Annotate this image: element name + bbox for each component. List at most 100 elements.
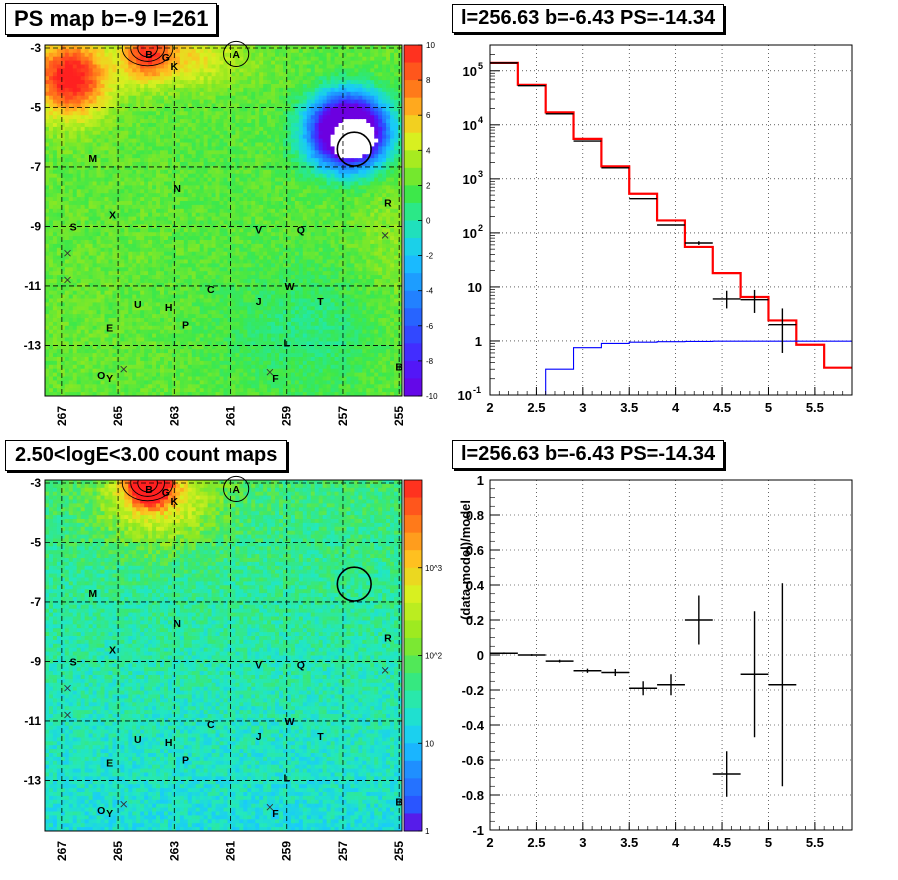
heatmap-cell xyxy=(179,368,185,374)
heatmap-cell xyxy=(235,158,240,163)
heatmap-cell xyxy=(211,165,217,171)
heatmap-cell xyxy=(152,84,157,89)
heatmap-cell xyxy=(187,353,193,358)
heatmap-cell xyxy=(191,271,197,276)
heatmap-cell xyxy=(76,368,82,374)
heatmap-cell xyxy=(48,119,54,124)
heatmap-cell xyxy=(191,64,197,69)
heatmap-cell xyxy=(175,123,181,128)
heatmap-cell xyxy=(203,345,209,350)
heatmap-cell xyxy=(76,91,82,97)
heatmap-cell xyxy=(219,115,225,120)
heatmap-cell xyxy=(112,392,117,396)
heatmap-cell xyxy=(116,84,121,89)
heatmap-cell xyxy=(84,134,90,140)
heatmap-cell xyxy=(45,208,50,214)
heatmap-cell xyxy=(223,68,229,73)
heatmap-cell xyxy=(45,357,50,362)
heatmap-cell xyxy=(227,68,233,73)
heatmap-cell xyxy=(136,84,141,89)
heatmap-cell xyxy=(164,251,169,257)
heatmap-cell xyxy=(175,56,181,62)
heatmap-cell xyxy=(144,87,149,93)
heatmap-cell xyxy=(251,56,256,62)
heatmap-cell xyxy=(160,259,165,264)
heatmap-cell xyxy=(60,197,66,202)
heatmap-cell xyxy=(112,360,117,366)
heatmap-cell xyxy=(160,353,165,358)
heatmap-cell xyxy=(104,64,110,69)
heatmap-cell xyxy=(175,87,181,93)
heatmap-cell xyxy=(112,119,117,124)
heatmap-cell xyxy=(211,243,217,249)
heatmap-cell xyxy=(100,115,106,120)
heatmap-cell xyxy=(183,142,189,147)
heatmap-cell xyxy=(140,243,145,249)
heatmap-cell xyxy=(227,368,233,374)
heatmap-cell xyxy=(211,259,217,264)
heatmap-cell xyxy=(140,263,145,268)
heatmap-cell xyxy=(76,119,82,124)
heatmap-cell xyxy=(251,158,256,163)
heatmap-cell xyxy=(179,150,185,155)
heatmap-cell xyxy=(116,169,121,175)
heatmap-cell xyxy=(124,388,129,393)
heatmap-cell xyxy=(80,318,86,323)
heatmap-cell xyxy=(120,204,125,210)
heatmap-cell xyxy=(76,107,82,112)
heatmap-cell xyxy=(175,271,181,276)
heatmap-cell xyxy=(239,87,244,93)
heatmap-cell xyxy=(259,177,264,183)
heatmap-cell xyxy=(191,165,197,171)
heatmap-cell xyxy=(263,173,268,179)
heatmap-cell xyxy=(259,325,264,331)
heatmap-cell xyxy=(45,138,50,144)
heatmap-cell xyxy=(199,107,205,112)
heatmap-cell xyxy=(56,216,62,222)
heatmap-cell xyxy=(239,333,244,339)
heatmap-cell xyxy=(199,310,205,315)
heatmap-cell xyxy=(60,103,66,108)
heatmap-cell xyxy=(223,228,229,233)
heatmap-cell xyxy=(88,115,94,120)
heatmap-cell xyxy=(183,251,189,257)
heatmap-cell xyxy=(219,349,225,354)
heatmap-cell xyxy=(92,392,98,396)
heatmap-cell xyxy=(164,243,169,249)
heatmap-cell xyxy=(72,216,78,222)
heatmap-cell xyxy=(80,197,86,202)
heatmap-cell xyxy=(68,91,74,97)
heatmap-cell xyxy=(152,302,157,307)
heatmap-cell xyxy=(179,45,185,50)
heatmap-cell xyxy=(171,329,177,335)
heatmap-cell xyxy=(235,72,240,77)
heatmap-cell xyxy=(187,314,193,319)
heatmap-cell xyxy=(231,76,236,81)
heatmap-cell xyxy=(175,368,181,374)
heatmap-cell xyxy=(227,318,233,323)
heatmap-cell xyxy=(92,142,98,147)
heatmap-cell xyxy=(164,72,169,77)
heatmap-cell xyxy=(152,345,157,350)
heatmap-cell xyxy=(183,134,189,140)
heatmap-cell xyxy=(211,368,217,374)
heatmap-cell xyxy=(60,204,66,210)
heatmap-cell xyxy=(243,357,248,362)
heatmap-cell xyxy=(100,243,106,249)
heatmap-cell xyxy=(104,197,110,202)
heatmap-cell xyxy=(45,181,50,186)
heatmap-cell xyxy=(235,341,240,346)
heatmap-cell xyxy=(68,275,74,280)
heatmap-cell xyxy=(195,341,201,346)
heatmap-cell xyxy=(199,286,205,292)
heatmap-cell xyxy=(100,193,106,198)
heatmap-cell xyxy=(207,240,213,245)
heatmap-cell xyxy=(263,216,268,222)
heatmap-cell xyxy=(167,64,173,69)
heatmap-cell xyxy=(259,208,264,214)
heatmap-cell xyxy=(56,212,62,218)
heatmap-cell xyxy=(199,302,205,307)
heatmap-cell xyxy=(239,84,244,89)
heatmap-cell xyxy=(72,306,78,311)
heatmap-cell xyxy=(179,84,185,89)
